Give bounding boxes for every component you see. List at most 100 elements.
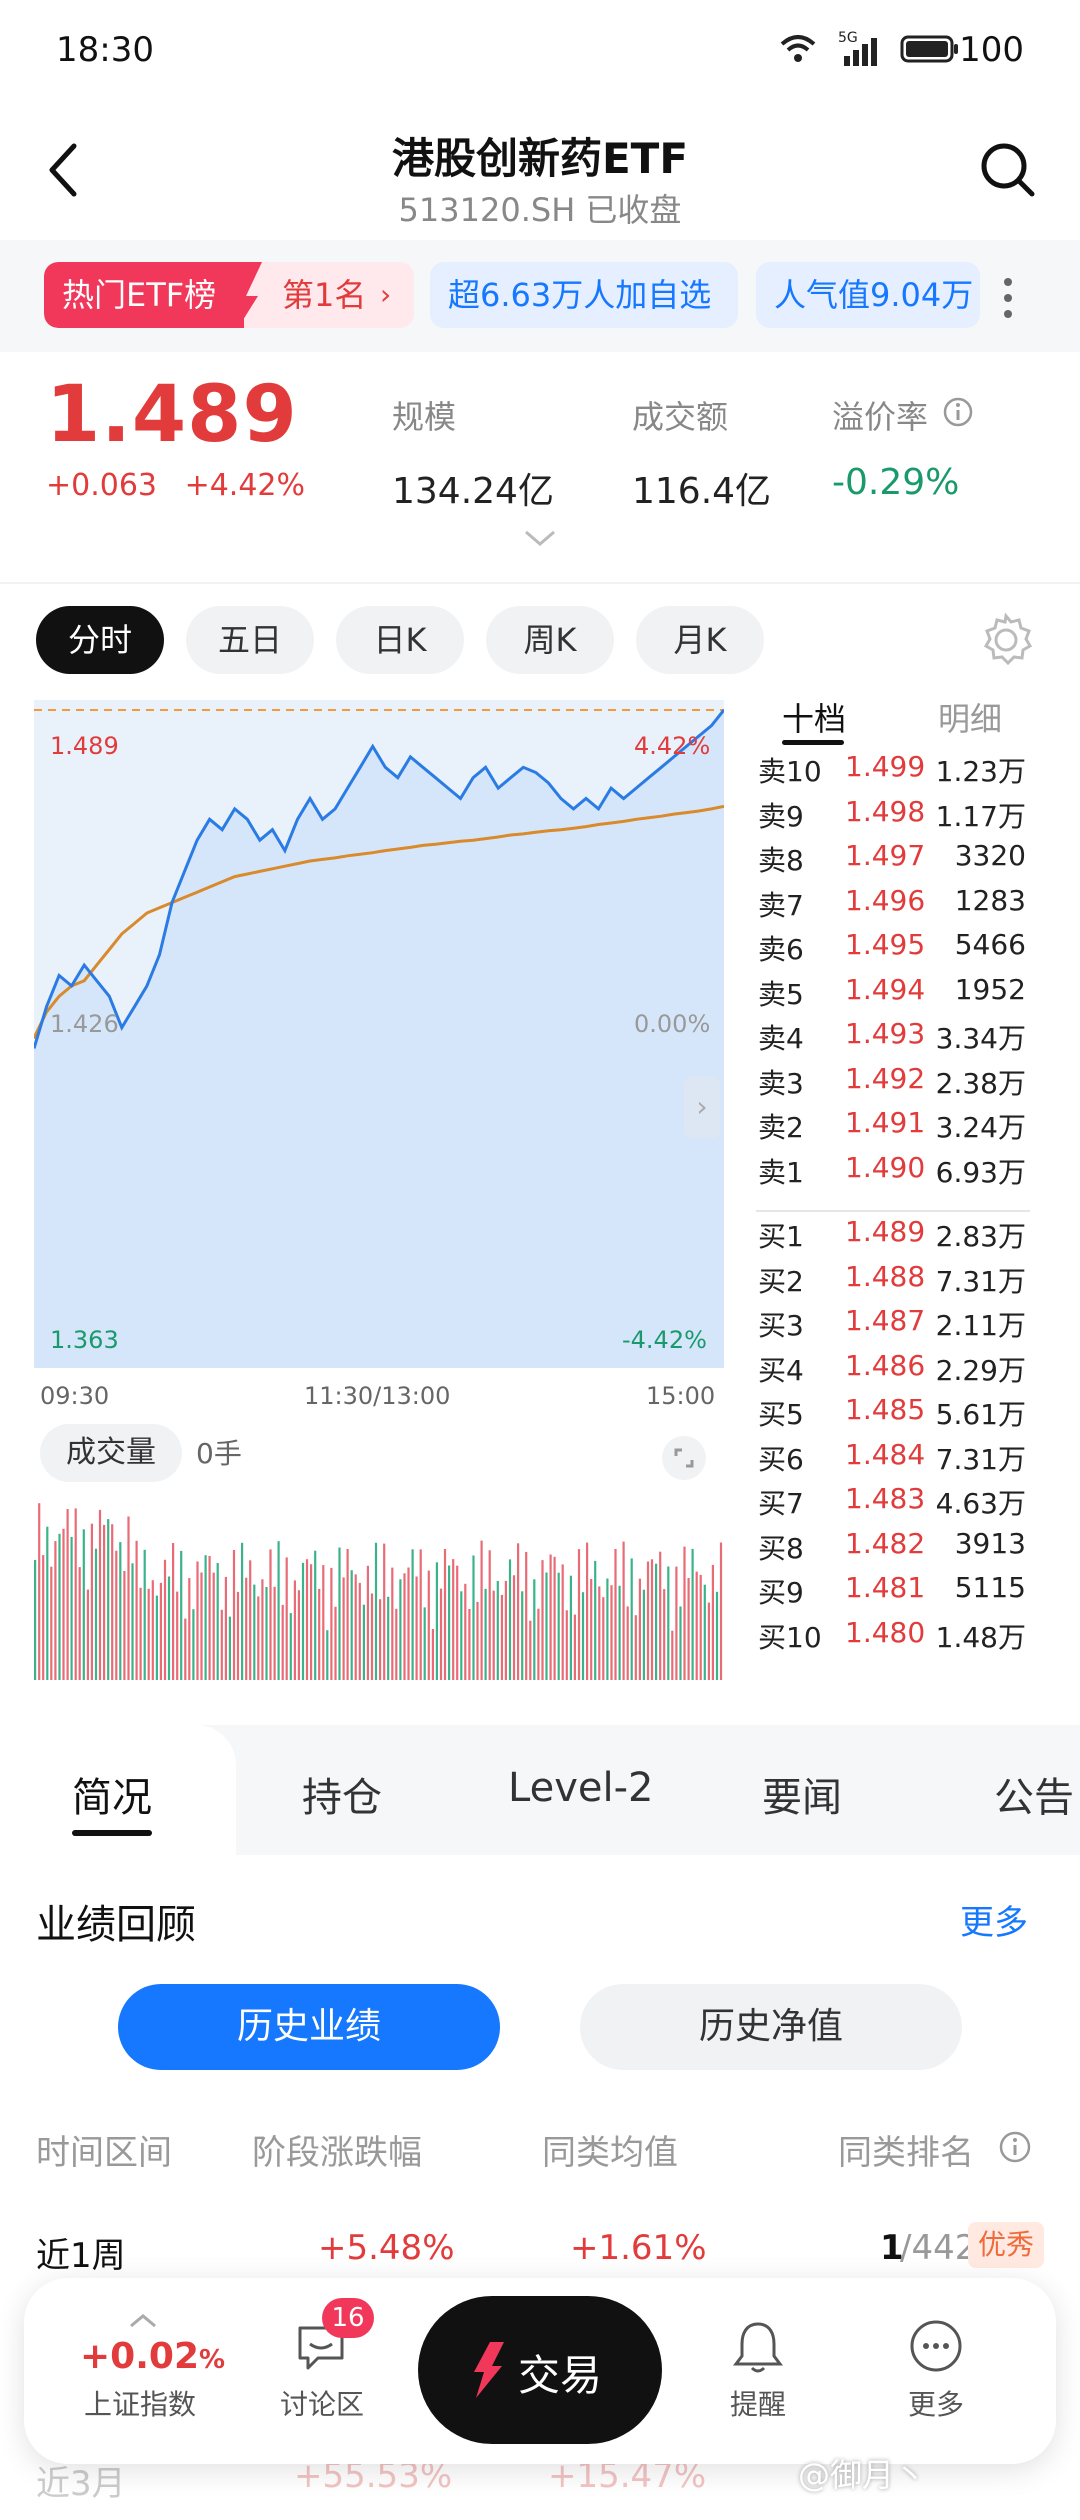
bid-row[interactable]: 买6 1.484 7.31万 [750, 1438, 1050, 1482]
volume-bar [269, 1549, 272, 1680]
bid-row[interactable]: 买3 1.487 2.11万 [750, 1304, 1050, 1348]
level-price: 1.499 [845, 750, 926, 783]
level-price: 1.485 [845, 1393, 926, 1426]
volume-bar [172, 1543, 175, 1680]
level-label: 卖4 [758, 1022, 804, 1055]
row-period: 近1周 [36, 2236, 126, 2276]
tab-level2[interactable]: Level-2 [508, 1765, 654, 1811]
more-circle-icon[interactable] [908, 2318, 964, 2374]
ask-row[interactable]: 卖8 1.497 3320 [750, 839, 1050, 883]
volume-bar [569, 1575, 572, 1680]
popularity-badge[interactable]: 人气值9.04万 [756, 262, 980, 328]
more-label[interactable]: 更多 [907, 2388, 964, 2421]
level-price: 1.488 [845, 1259, 926, 1293]
ask-row[interactable]: 卖6 1.495 5466 [750, 928, 1050, 972]
volume-bar [695, 1571, 698, 1680]
tab-intraday[interactable]: 分时 [36, 606, 164, 674]
metric-label-scale: 规模 [392, 398, 457, 436]
volume-bar [602, 1597, 605, 1680]
bid-row[interactable]: 买7 1.483 4.63万 [750, 1482, 1050, 1526]
volume-bar [54, 1541, 57, 1680]
search-icon[interactable] [978, 140, 1038, 200]
volume-bar [58, 1533, 61, 1680]
level-volume: 7.31万 [935, 1442, 1026, 1476]
level-volume: 3913 [954, 1526, 1026, 1560]
row-average: +1.61% [570, 2228, 707, 2268]
ask-row[interactable]: 卖9 1.498 1.17万 [750, 795, 1050, 839]
level-volume: 2.11万 [935, 1309, 1026, 1342]
fullscreen-icon[interactable] [660, 1434, 708, 1482]
tab-holdings[interactable]: 持仓 [302, 1775, 382, 1821]
bid-row[interactable]: 买9 1.481 5115 [750, 1571, 1050, 1615]
trade-button[interactable]: 交易 [418, 2296, 662, 2444]
history-nav-button[interactable]: 历史净值 [580, 1984, 962, 2070]
volume-bar [273, 1586, 276, 1680]
tab-weekly-k[interactable]: 周K [486, 606, 614, 674]
volume-bar [139, 1587, 142, 1680]
discuss-label[interactable]: 讨论区 [279, 2388, 364, 2421]
ask-row[interactable]: 卖5 1.494 1952 [750, 973, 1050, 1017]
tab-indicator [782, 740, 844, 745]
volume-bar [646, 1561, 650, 1680]
level-volume: 6.93万 [935, 1155, 1026, 1189]
performance-more-link[interactable]: 更多 [960, 1903, 1028, 1943]
volume-bar [699, 1574, 702, 1680]
volume-bar [472, 1555, 475, 1680]
tab-daily-k[interactable]: 日K [336, 606, 464, 674]
volume-bar [598, 1586, 601, 1680]
tab-overview[interactable]: 简况 [72, 1775, 152, 1821]
chart-expand-chevron-icon[interactable]: › [684, 1076, 720, 1138]
level-label: 买10 [758, 1620, 822, 1654]
tab-monthly-k[interactable]: 月K [636, 606, 764, 674]
index-change[interactable]: +0.02% [80, 2336, 225, 2377]
followers-badge[interactable]: 超6.63万人加自选 [430, 262, 738, 328]
ask-row[interactable]: 卖7 1.496 1283 [750, 884, 1050, 928]
bid-row[interactable]: 买1 1.489 2.83万 [750, 1215, 1050, 1259]
intraday-chart[interactable] [34, 700, 724, 1370]
volume-bar [180, 1550, 183, 1680]
volume-bar [196, 1561, 199, 1680]
bell-icon[interactable] [730, 2318, 786, 2376]
tab-news[interactable]: 要闻 [762, 1775, 842, 1821]
tab-announcements[interactable]: 公告 [994, 1775, 1074, 1821]
ask-row[interactable]: 卖3 1.492 2.38万 [750, 1062, 1050, 1106]
ask-row[interactable]: 卖4 1.493 3.34万 [750, 1017, 1050, 1061]
index-label[interactable]: 上证指数 [83, 2388, 196, 2421]
volume-bar [107, 1519, 110, 1680]
ask-row[interactable]: 卖2 1.491 3.24万 [750, 1106, 1050, 1150]
bid-row[interactable]: 买4 1.486 2.29万 [750, 1349, 1050, 1393]
volume-bar [220, 1609, 223, 1680]
volume-bar [427, 1570, 430, 1680]
remind-label[interactable]: 提醒 [729, 2388, 786, 2421]
volume-bar [249, 1560, 252, 1680]
tab-detail[interactable]: 明细 [938, 700, 1003, 738]
more-vertical-icon[interactable] [996, 276, 1020, 320]
ask-row[interactable]: 卖1 1.490 6.93万 [750, 1151, 1050, 1195]
watermark: @御月丶 [798, 2456, 927, 2494]
volume-bar [391, 1567, 394, 1680]
settings-gear-icon[interactable] [978, 612, 1034, 668]
back-arrow-icon[interactable] [44, 140, 84, 200]
volume-bar [155, 1595, 158, 1680]
level-price: 1.486 [845, 1348, 926, 1382]
bid-row[interactable]: 买5 1.485 5.61万 [750, 1393, 1050, 1437]
time-end: 15:00 [646, 1382, 716, 1410]
volume-bar [362, 1604, 365, 1680]
bid-row[interactable]: 买2 1.488 7.31万 [750, 1260, 1050, 1304]
tab-five-day[interactable]: 五日 [186, 606, 314, 674]
volume-selector[interactable]: 成交量 [40, 1424, 182, 1482]
level-price: 1.498 [845, 794, 926, 828]
volume-bar [338, 1547, 341, 1680]
hot-etf-rank-badge[interactable]: 热门ETF榜 第1名 › [44, 262, 414, 328]
volume-bar [703, 1584, 706, 1680]
rank-info-icon[interactable] [998, 2130, 1032, 2164]
ask-row[interactable]: 卖10 1.499 1.23万 [750, 750, 1050, 794]
bid-row[interactable]: 买10 1.480 1.48万 [750, 1616, 1050, 1660]
tab-ten-level[interactable]: 十档 [782, 700, 847, 738]
bid-row[interactable]: 买8 1.482 3913 [750, 1527, 1050, 1571]
history-performance-button[interactable]: 历史业绩 [118, 1984, 500, 2070]
level-label: 卖1 [758, 1155, 804, 1189]
info-icon[interactable] [942, 396, 974, 428]
expand-chevron-icon[interactable] [522, 528, 558, 550]
excellent-badge: 优秀 [968, 2222, 1044, 2268]
